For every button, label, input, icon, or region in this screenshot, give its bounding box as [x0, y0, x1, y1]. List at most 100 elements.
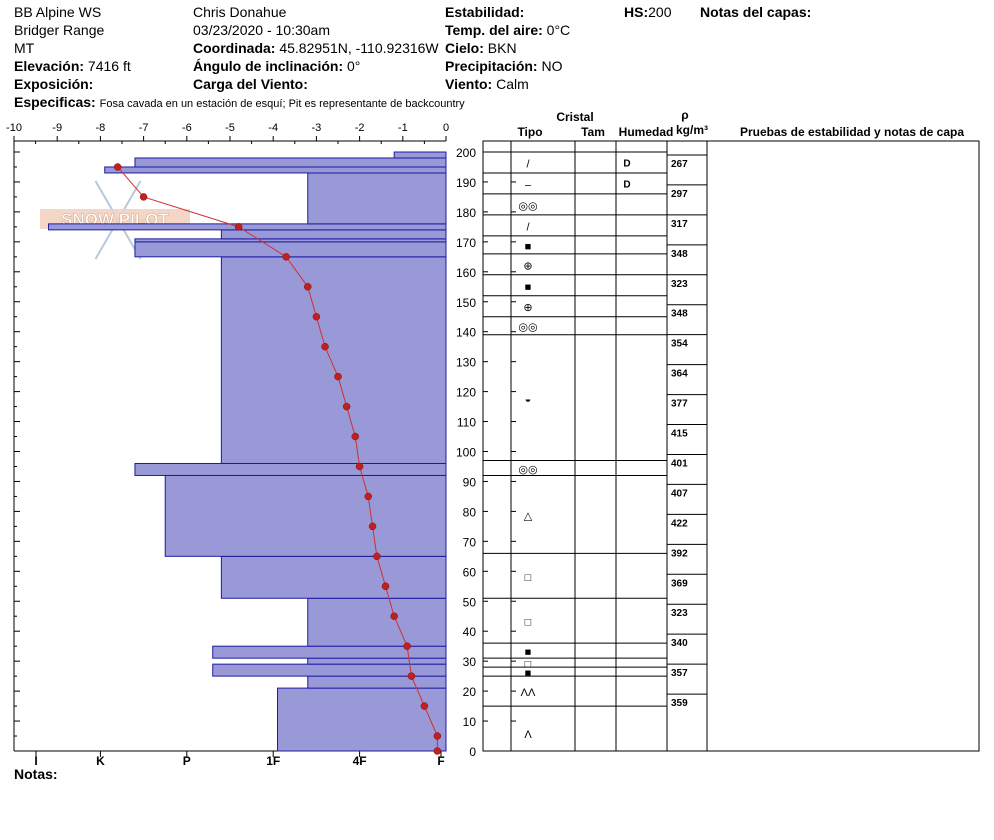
crystal-type-symbol: ◒ [525, 394, 532, 406]
crystal-type-symbol: ■ [525, 241, 532, 253]
hardness-tick-label: K [96, 754, 105, 768]
height-tick-label: 10 [463, 715, 477, 729]
layer-notes-label: Notas del capas: [700, 4, 812, 20]
temp-point [113, 163, 122, 171]
header-density-symbol: ρ [681, 108, 688, 122]
crystal-type-symbol: / [526, 221, 530, 233]
hardness-bar [307, 675, 447, 689]
temp-tick-label: -4 [268, 122, 278, 134]
density-value: 377 [671, 399, 688, 410]
hardness-bar [164, 474, 447, 557]
header-crystal: Cristal [556, 110, 593, 124]
height-tick-label: 40 [463, 625, 477, 639]
hardness-tick-label: 1F [266, 754, 280, 768]
temp-point [334, 372, 342, 381]
stability-label: Estabilidad: [445, 4, 525, 20]
density-value: 357 [671, 668, 688, 679]
crystal-type-symbol: ■ [525, 668, 532, 680]
coord-label: Coordinada: [193, 40, 276, 56]
hardness-bar [48, 223, 447, 231]
air-temp-label: Temp. del aire: [445, 22, 543, 38]
wind-load-label: Carga del Viento: [193, 76, 308, 92]
temp-point [139, 193, 148, 201]
crystal-type-symbol: △ [524, 510, 533, 522]
height-tick-label: 180 [456, 206, 476, 220]
temp-point [433, 732, 442, 740]
specifics-value: Fosa cavada en un estación de esquí; Pit… [99, 98, 465, 110]
height-tick-label: 30 [463, 655, 477, 669]
height-tick-label: 50 [463, 595, 477, 609]
height-tick-label: 80 [463, 505, 477, 519]
temp-point [355, 462, 364, 471]
incline-row: Ángulo de inclinación: 0° [193, 58, 360, 75]
wind-row: Viento: Calm [445, 76, 529, 93]
moisture-label: D [623, 158, 630, 169]
temp-point [403, 642, 411, 650]
temp-tick-label: -5 [225, 122, 235, 134]
temp-point [304, 283, 312, 291]
height-tick-label: 170 [456, 236, 476, 250]
height-tick-label: 200 [456, 146, 476, 160]
density-value: 348 [671, 249, 688, 260]
crystal-type-symbol: ΛΛ [521, 687, 536, 699]
state: MT [14, 40, 35, 56]
hardness-bar [220, 555, 447, 599]
hardness-tick-label: P [183, 754, 191, 768]
temp-tick-label: -7 [139, 122, 149, 134]
incline-label: Ángulo de inclinación: [193, 58, 344, 74]
hardness-tick-label: F [437, 754, 444, 768]
specifics-row: Especificas: Fosa cavada en un estación … [14, 94, 465, 113]
header-density-unit: kg/m³ [676, 123, 708, 137]
range: Bridger Range [14, 22, 105, 38]
hs-label: HS: [624, 4, 649, 20]
temp-point [282, 253, 290, 261]
hardness-bar [307, 657, 447, 665]
hardness-bar [104, 166, 447, 174]
height-tick-label: 130 [456, 356, 476, 370]
temp-tick-label: -8 [96, 122, 106, 134]
crystal-type-symbol: □ [525, 617, 532, 629]
header-tests: Pruebas de estabilidad y notas de capa [740, 125, 964, 139]
coord-value: 45.82951N, -110.92316W [279, 40, 439, 56]
precip-value: NO [541, 58, 563, 74]
height-tick-label: 110 [457, 416, 476, 430]
hs-row: HS:200 [624, 4, 671, 21]
header-size: Tam [581, 125, 605, 139]
air-temp-row: Temp. del aire: 0°C [445, 22, 570, 39]
density-value: 364 [671, 369, 688, 380]
location: BB Alpine WS [14, 4, 102, 20]
height-tick-label: 160 [456, 266, 476, 280]
temp-point [364, 492, 372, 501]
crystal-type-symbol: ◎◎ [518, 464, 537, 476]
temp-point [321, 342, 329, 351]
density-value: 317 [671, 219, 688, 230]
temp-point [390, 612, 398, 620]
crystal-type-symbol: – [525, 179, 532, 191]
hardness-bar [393, 151, 447, 159]
observer: Chris Donahue [193, 4, 287, 20]
notes-label: Notas: [14, 766, 58, 782]
density-value: 392 [671, 548, 688, 559]
elevation-label: Elevación: [14, 58, 85, 74]
header-moisture: Humedad [619, 125, 674, 139]
sky-row: Cielo: BKN [445, 40, 517, 57]
height-tick-label: 20 [463, 685, 477, 699]
temp-tick-label: -9 [52, 122, 62, 134]
temp-point [407, 672, 416, 680]
wind-value: Calm [496, 76, 529, 92]
crystal-type-symbol: ◎◎ [518, 322, 537, 334]
hardness-bar [212, 645, 447, 659]
hardness-tick-label: 4F [353, 754, 367, 768]
temp-point [342, 402, 351, 411]
temp-point [381, 582, 390, 591]
height-tick-label: 150 [456, 296, 476, 310]
sky-value: BKN [487, 40, 517, 56]
layer-profile-table: Cristal Tipo Tam Humedad ρkg/m³ Pruebas de es… [456, 108, 980, 759]
density-value: 340 [671, 638, 688, 649]
hs-value: 200 [648, 4, 672, 20]
density-value: 369 [671, 578, 688, 589]
bottom-crystal-symbol: Λ [524, 729, 532, 741]
hardness-bars [48, 151, 447, 752]
height-tick-label: 60 [463, 565, 477, 579]
temp-point [373, 552, 381, 561]
